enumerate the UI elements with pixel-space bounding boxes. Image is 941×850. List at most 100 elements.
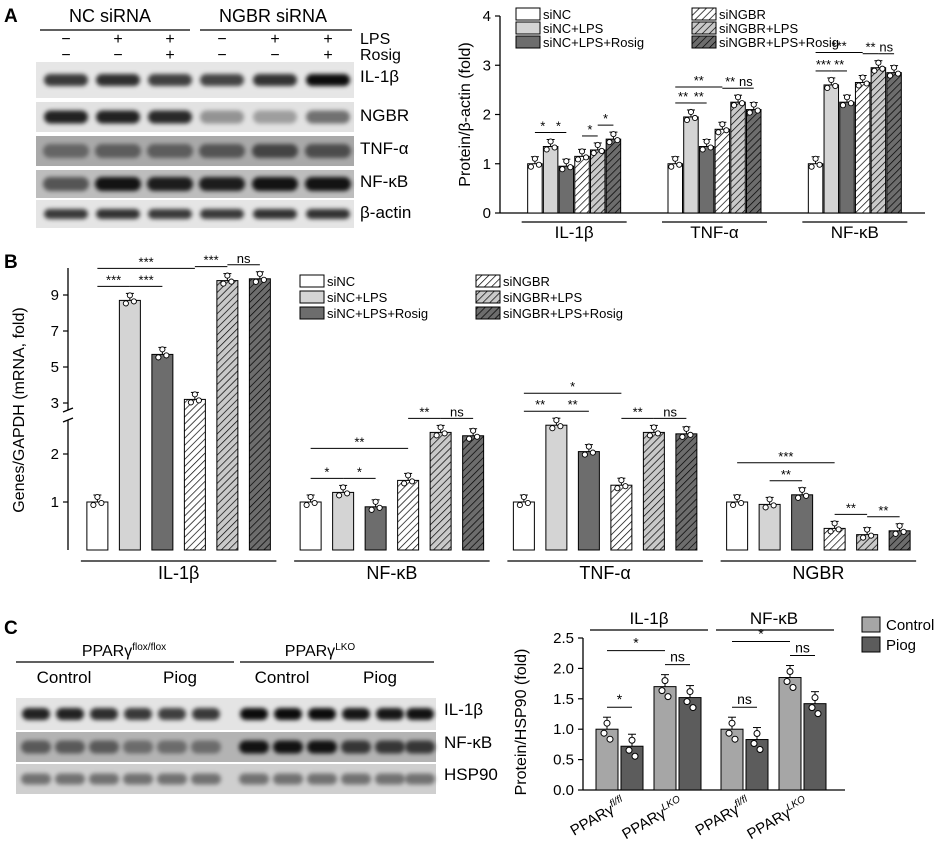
category-label-tnf: TNF-α bbox=[579, 563, 630, 583]
data-point bbox=[618, 477, 625, 484]
data-point bbox=[739, 100, 746, 107]
rosig-sign-5: − bbox=[270, 47, 279, 64]
data-point bbox=[875, 59, 882, 66]
data-point bbox=[625, 746, 633, 754]
lps-sign-2: + bbox=[113, 31, 122, 48]
lps-sign-3: + bbox=[165, 31, 174, 48]
data-point bbox=[614, 485, 621, 492]
data-point bbox=[372, 498, 379, 505]
blot-band bbox=[199, 177, 245, 191]
bar-tnf-sinc bbox=[667, 163, 683, 214]
bar-tnf-singbr bbox=[714, 128, 731, 214]
y-tick-label: 1 bbox=[51, 494, 59, 511]
blot-band bbox=[252, 144, 298, 158]
lps-sign-6: + bbox=[323, 31, 332, 48]
rosig-sign-4: − bbox=[217, 47, 226, 64]
data-point bbox=[831, 520, 838, 527]
y-tick-label: 1.0 bbox=[553, 721, 574, 738]
category-label-ppar-fl-fl: PPARγfl/fl bbox=[567, 793, 629, 839]
blot-band bbox=[192, 708, 220, 720]
legend-swatch-sinc-lps-rosig bbox=[299, 306, 325, 320]
data-point bbox=[622, 483, 629, 490]
y-tick-label: 7 bbox=[51, 323, 59, 340]
data-point bbox=[770, 502, 777, 509]
legend-swatch-sinc-lps bbox=[515, 21, 541, 35]
bar-nf-b-sinc bbox=[299, 501, 322, 551]
bar-tnf-singbr-lps-rosig bbox=[746, 109, 762, 214]
significance-label: *** bbox=[778, 449, 793, 464]
data-point bbox=[795, 494, 802, 501]
data-point bbox=[860, 534, 867, 541]
blot-band bbox=[22, 708, 50, 720]
blot-strips-c bbox=[16, 698, 436, 794]
data-point bbox=[658, 687, 666, 695]
blot-band bbox=[406, 708, 434, 720]
bar-tnf-singbr-lps-rosig bbox=[675, 433, 698, 551]
legend-label-singbr: siNGBR bbox=[503, 274, 550, 289]
data-point bbox=[590, 149, 597, 157]
data-point bbox=[891, 64, 898, 71]
data-point bbox=[551, 144, 558, 151]
significance-label: ns bbox=[237, 251, 251, 266]
data-point bbox=[687, 108, 695, 116]
data-point bbox=[646, 432, 653, 439]
bar-nf-b-sinc-lps-rosig bbox=[839, 101, 855, 214]
significance-label: *** bbox=[139, 272, 154, 287]
legend-label-sinc: siNC bbox=[327, 274, 355, 289]
blot-band bbox=[405, 773, 435, 785]
data-point bbox=[535, 161, 542, 168]
bar-nf-b-singbr-lps bbox=[870, 67, 887, 214]
data-point bbox=[691, 114, 699, 122]
data-point bbox=[260, 276, 267, 283]
significance-label: ** bbox=[846, 500, 856, 515]
category-label-nf-b: NF-κB bbox=[366, 563, 417, 583]
data-point bbox=[252, 278, 259, 285]
data-point bbox=[734, 493, 741, 501]
significance-label: ** bbox=[694, 89, 704, 104]
blot-band bbox=[308, 708, 336, 720]
blot-label-nfkb: NF-κB bbox=[360, 172, 408, 191]
data-point bbox=[187, 399, 194, 406]
legend-label-sinc: siNC bbox=[543, 7, 571, 22]
y-tick-label: 2.0 bbox=[553, 660, 574, 677]
group-label-ngbr-sirna: NGBR siRNA bbox=[219, 6, 327, 26]
blot-band bbox=[375, 740, 405, 754]
data-point bbox=[437, 424, 444, 431]
blot-band bbox=[148, 74, 192, 86]
bar-nf-b-sinc-lps-rosig bbox=[364, 506, 387, 551]
axis-break-mark bbox=[62, 407, 74, 413]
data-point bbox=[220, 280, 227, 287]
data-point bbox=[409, 478, 416, 485]
blot-band bbox=[200, 110, 244, 124]
blot-label-ngbr: NGBR bbox=[360, 106, 409, 125]
bar-nf-b-singbr-lps-rosig bbox=[886, 72, 902, 214]
blot-band bbox=[305, 144, 351, 158]
blot-band bbox=[200, 74, 244, 86]
significance-label: ** bbox=[781, 467, 791, 482]
legend-swatch-singbr-lps bbox=[691, 21, 717, 35]
blot-band bbox=[21, 740, 51, 754]
bar-il-1-sinc-lps-rosig bbox=[558, 165, 575, 214]
blot-band bbox=[239, 773, 269, 785]
significance-label: * bbox=[357, 464, 362, 479]
data-point bbox=[650, 424, 657, 431]
blot-label-tnfa: TNF-α bbox=[360, 139, 409, 158]
data-point bbox=[340, 484, 347, 491]
significance-label: ** bbox=[725, 74, 735, 89]
data-point bbox=[631, 752, 639, 760]
data-point bbox=[687, 431, 694, 438]
legend-label-sinc-lps-rosig: siNC+LPS+Rosig bbox=[327, 306, 428, 321]
legend-swatch-sinc bbox=[299, 274, 325, 288]
blot-band bbox=[375, 773, 405, 785]
blot-band bbox=[56, 708, 84, 720]
data-point bbox=[578, 148, 586, 155]
blot-band bbox=[43, 144, 89, 158]
data-point bbox=[887, 72, 894, 79]
blot-band bbox=[123, 773, 153, 785]
blot-band bbox=[157, 740, 187, 754]
data-point bbox=[689, 704, 697, 712]
bar-nf-b-singbr-lps-rosig bbox=[462, 435, 485, 551]
legend-label-singbr-lps-rosig: siNGBR+LPS+Rosig bbox=[503, 306, 623, 321]
bar-nf-b-singbr bbox=[397, 479, 420, 551]
blot-band bbox=[157, 773, 187, 785]
